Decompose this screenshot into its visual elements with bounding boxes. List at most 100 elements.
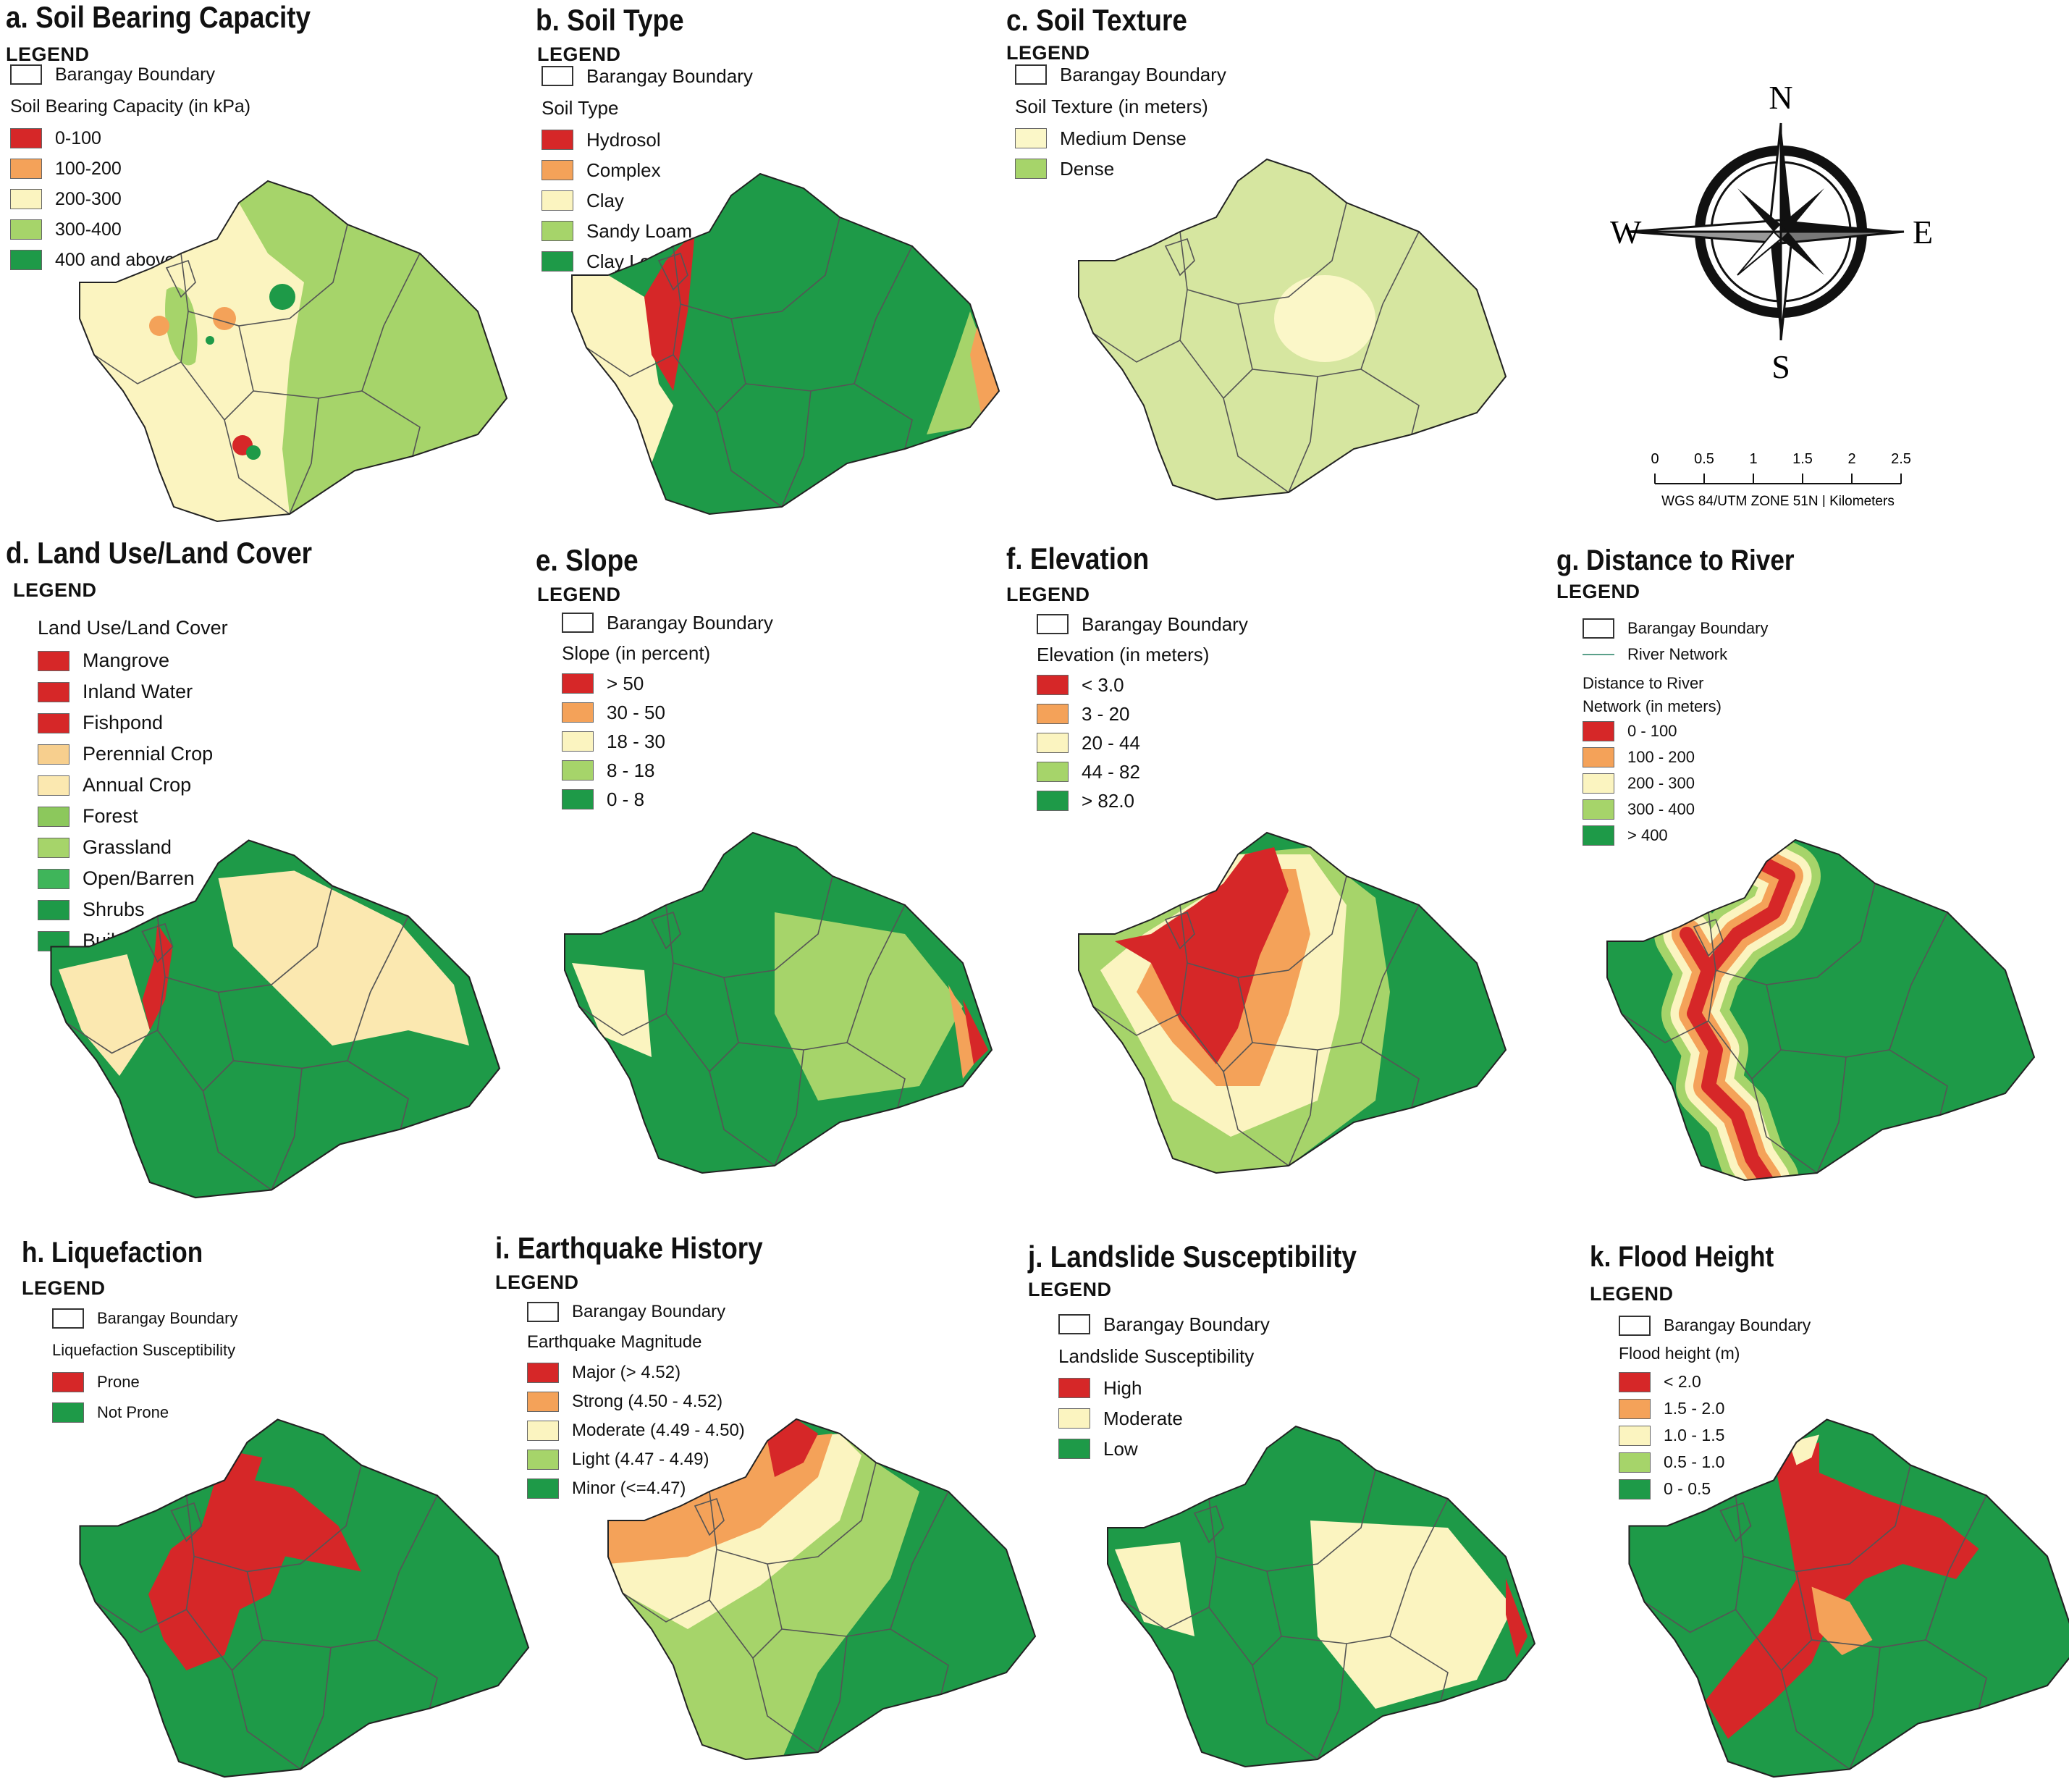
legend-item-label: Perennial Crop (83, 743, 213, 765)
compass-n: N (1769, 80, 1792, 116)
legend-item-label: 100 - 200 (1627, 748, 1695, 767)
legend-item-label: 30 - 50 (607, 702, 665, 724)
boundary-swatch (1058, 1314, 1090, 1334)
legend-item: > 82.0 (1037, 786, 1248, 815)
legend-boundary-label: Barangay Boundary (1082, 613, 1248, 636)
legend-boundary-row: Barangay Boundary (10, 59, 250, 90)
map-h (72, 1412, 544, 1792)
legend-swatch (10, 159, 42, 179)
legend-item: 3 - 20 (1037, 699, 1248, 728)
legend-item-label: Annual Crop (83, 774, 191, 796)
legend-item-label: 18 - 30 (607, 731, 665, 753)
legend-item: 200 - 300 (1583, 770, 1768, 796)
legend-item-label: Mangrove (83, 649, 169, 672)
legend-river-label: River Network (1627, 645, 1727, 664)
legend-item-label: Inland Water (83, 681, 193, 703)
legend-item: Annual Crop (38, 770, 228, 801)
legend-item-label: 8 - 18 (607, 760, 655, 782)
scale-tick-label: 0 (1651, 451, 1659, 467)
map-a-site (246, 445, 261, 460)
panel-d-title: d. Land Use/Land Cover (6, 536, 312, 571)
legend-item: High (1058, 1373, 1270, 1403)
panel-f-legend-heading: LEGEND (1006, 584, 1090, 606)
legend-subtitle: Soil Type (542, 91, 753, 125)
legend-swatch (527, 1363, 559, 1383)
legend-swatch (562, 731, 594, 752)
legend-item-label: 44 - 82 (1082, 761, 1140, 783)
compass-e: E (1913, 214, 1933, 251)
legend-item: Inland Water (38, 676, 228, 707)
map-h-zone (80, 1420, 529, 1778)
map-a-site (213, 307, 236, 330)
legend-swatch (38, 807, 69, 827)
legend-swatch (562, 673, 594, 694)
legend-item-label: > 50 (607, 673, 644, 695)
legend-boundary-row: Barangay Boundary (1619, 1312, 1811, 1339)
legend-swatch (562, 760, 594, 781)
legend-boundary-label: Barangay Boundary (55, 64, 215, 85)
legend-item-label: Fishpond (83, 712, 163, 734)
legend-boundary-label: Barangay Boundary (97, 1309, 237, 1328)
legend-swatch (1058, 1439, 1090, 1459)
boundary-swatch (10, 64, 42, 85)
panel-c-title: c. Soil Texture (1006, 3, 1187, 38)
legend-item-label: Strong (4.50 - 4.52) (572, 1392, 722, 1412)
panel-g-title: g. Distance to River (1556, 544, 1795, 577)
boundary-swatch (1037, 614, 1069, 634)
boundary-swatch (1015, 64, 1047, 85)
legend-swatch (1037, 762, 1069, 782)
legend-swatch (38, 713, 69, 733)
map-k (1622, 1412, 2069, 1792)
legend-item-label: 0 - 8 (607, 788, 644, 811)
boundary-swatch (542, 66, 573, 86)
panel-j-legend-heading: LEGEND (1028, 1279, 1112, 1301)
legend-subtitle: Earthquake Magnitude (527, 1326, 745, 1358)
panel-i-title: i. Earthquake History (495, 1231, 763, 1266)
boundary-swatch (52, 1308, 84, 1329)
legend-item: 30 - 50 (562, 698, 773, 727)
legend-item: 0-100 (10, 123, 250, 153)
panel-g-legend-heading: LEGEND (1556, 581, 1640, 603)
legend-subtitle: Soil Bearing Capacity (in kPa) (10, 90, 250, 123)
panel-h-title: h. Liquefaction (22, 1237, 203, 1269)
north-arrow-compass: N S W E (1607, 80, 1940, 384)
legend-item: 100 - 200 (1583, 744, 1768, 770)
legend-boundary-label: Barangay Boundary (1103, 1313, 1270, 1336)
legend-item-label: 0 - 100 (1627, 722, 1677, 741)
legend-boundary-label: Barangay Boundary (1664, 1316, 1811, 1335)
legend-swatch (1037, 791, 1069, 811)
legend-subtitle-2: Network (in meters) (1583, 695, 1768, 718)
legend-boundary-row: Barangay Boundary (1037, 610, 1248, 639)
map-f (1071, 825, 1520, 1187)
legend-swatch (52, 1372, 84, 1392)
legend-swatch (562, 789, 594, 809)
panel-e-legend-heading: LEGEND (537, 584, 621, 606)
legend-boundary-label: Barangay Boundary (586, 65, 753, 88)
legend-item-label: Medium Dense (1060, 127, 1187, 150)
legend-item-label: Hydrosol (586, 129, 661, 151)
legend-subtitle: Distance to River (1583, 672, 1768, 695)
map-i (601, 1412, 1050, 1774)
legend-item-label: 300 - 400 (1627, 800, 1695, 819)
legend-item: Perennial Crop (38, 739, 228, 770)
compass-w: W (1610, 214, 1642, 251)
legend-swatch (1583, 773, 1614, 794)
legend-swatch (562, 702, 594, 723)
legend-item-label: < 2.0 (1664, 1372, 1701, 1392)
legend-swatch (10, 219, 42, 240)
legend-boundary-row: Barangay Boundary (1583, 615, 1768, 641)
legend-swatch (38, 775, 69, 796)
scale-tick-label: 2 (1847, 451, 1855, 467)
legend-item: Forest (38, 801, 228, 832)
legend-item: < 2.0 (1619, 1368, 1811, 1395)
map-a-site (182, 219, 208, 245)
legend-river-row: River Network (1583, 641, 1768, 668)
legend-boundary-row: Barangay Boundary (542, 61, 753, 91)
map-g (1600, 833, 2049, 1195)
legend-item: 0 - 100 (1583, 718, 1768, 744)
legend-item: Fishpond (38, 707, 228, 739)
map-e (557, 825, 1006, 1187)
